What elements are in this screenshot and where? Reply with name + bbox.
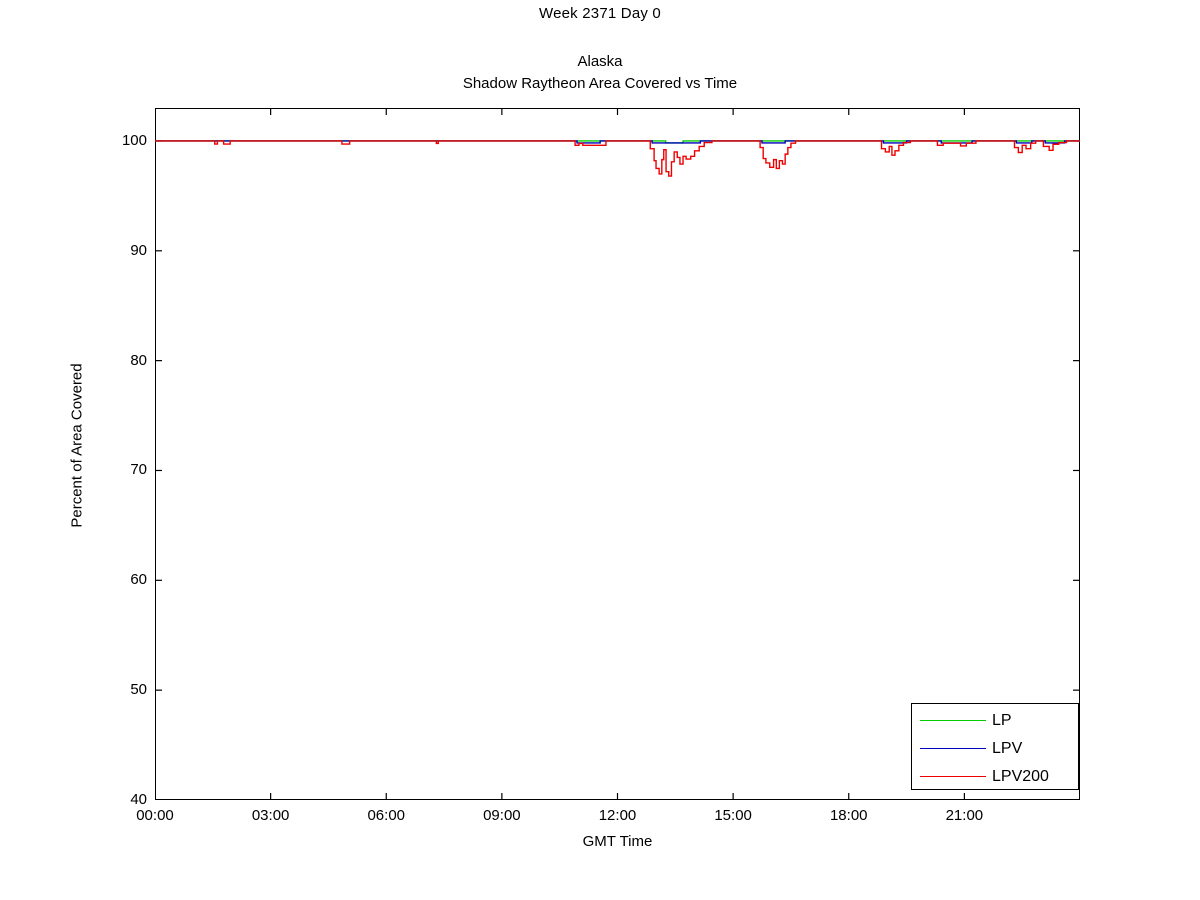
legend-label-lpv200: LPV200 xyxy=(992,768,1049,785)
legend-swatch-lpv200 xyxy=(920,776,986,777)
chart-title: Alaska Shadow Raytheon Area Covered vs T… xyxy=(0,51,1200,95)
legend-label-lp: LP xyxy=(992,712,1012,729)
x-tick-0600: 06:00 xyxy=(367,807,406,824)
y-tick-100: 100 xyxy=(121,131,147,149)
plot-canvas xyxy=(155,108,1080,800)
x-tick-2100: 21:00 xyxy=(945,807,984,824)
chart-legend: LP LPV LPV200 xyxy=(911,703,1079,790)
x-tick-0900: 09:00 xyxy=(483,807,521,824)
legend-swatch-lpv xyxy=(920,748,986,749)
legend-item-lpv: LPV xyxy=(912,734,1080,763)
y-tick-40: 40 xyxy=(130,791,147,808)
chart-subtitle-region: Alaska xyxy=(577,53,623,70)
y-axis-label: Percent of Area Covered xyxy=(68,363,86,528)
y-tick-50: 50 xyxy=(130,681,147,699)
y-tick-90: 90 xyxy=(130,241,147,259)
chart-title-main: Shadow Raytheon Area Covered vs Time xyxy=(462,75,738,92)
legend-item-lpv200: LPV200 xyxy=(912,762,1080,791)
y-tick-60: 60 xyxy=(130,571,147,589)
plot-frame xyxy=(155,108,1080,800)
legend-swatch-lp xyxy=(920,720,986,721)
x-axis-label: GMT Time xyxy=(582,833,653,850)
figure-suptitle: Week 2371 Day 0 xyxy=(539,5,661,22)
y-tick-80: 80 xyxy=(130,351,147,369)
x-tick-0000: 00:00 xyxy=(136,807,174,824)
x-tick-1500: 15:00 xyxy=(714,807,752,824)
x-tick-0300: 03:00 xyxy=(251,807,290,824)
y-tick-70: 70 xyxy=(130,461,147,479)
x-tick-1200: 12:00 xyxy=(598,807,637,824)
legend-item-lp: LP xyxy=(912,706,1080,735)
series-line-lpv200 xyxy=(155,141,1080,176)
x-tick-1800: 18:00 xyxy=(829,807,868,824)
legend-label-lpv: LPV xyxy=(992,740,1023,757)
